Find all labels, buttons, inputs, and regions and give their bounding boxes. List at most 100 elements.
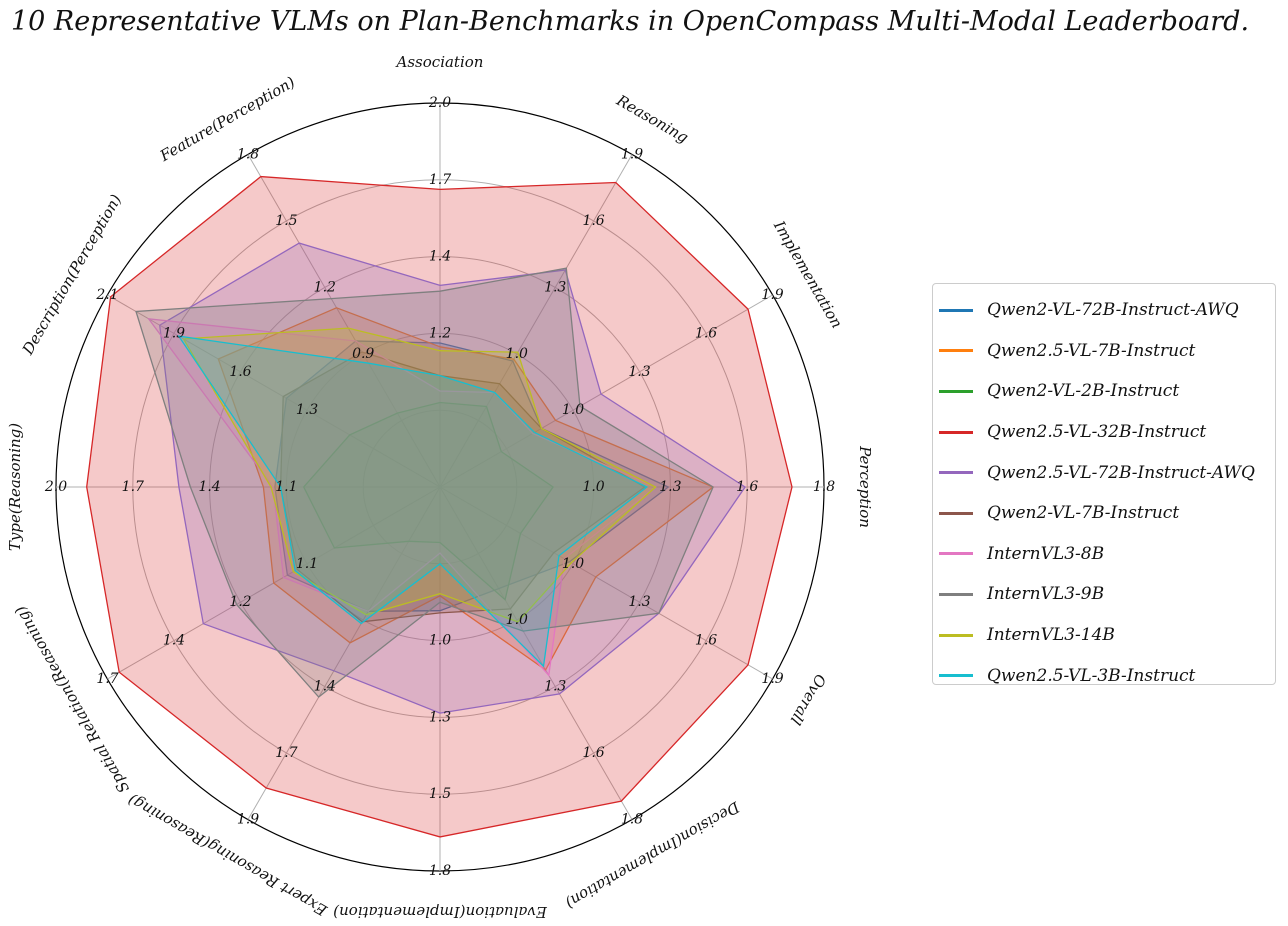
series-area-7: [147, 317, 657, 677]
tick-label-1-3: 1.7: [429, 172, 451, 188]
legend-label: Qwen2.5-VL-7B-Instruct: [987, 340, 1196, 361]
axis-label-5: Overall: [786, 671, 829, 728]
tick-label-12-2: 1.2: [314, 279, 336, 295]
tick-label-12-1: 0.9: [352, 346, 374, 362]
legend-label: Qwen2.5-VL-32B-Instruct: [987, 422, 1207, 443]
chart-title: 10 Representative VLMs on Plan-Benchmark…: [10, 6, 1250, 37]
legend-label: Qwen2-VL-72B-Instruct-AWQ: [987, 300, 1239, 321]
legend-swatch: [939, 471, 973, 475]
axis-label-3: Implementation: [770, 217, 846, 331]
legend-label: InternVL3-14B: [987, 625, 1115, 646]
tick-label-5-3: 1.6: [695, 633, 717, 649]
tick-label-3-3: 1.6: [695, 325, 717, 341]
tick-label-10-1: 1.1: [275, 479, 297, 495]
tick-label-11-4: 2.1: [95, 287, 118, 303]
series-area-9: [182, 327, 657, 623]
tick-label-5-1: 1.0: [562, 556, 584, 572]
tick-label-8-3: 1.9: [237, 812, 259, 828]
legend-item-7: InternVL3-8B: [933, 534, 1275, 575]
tick-label-2-1: 1.0: [506, 346, 528, 362]
tick-label-11-2: 1.6: [229, 364, 251, 380]
axis-label-6: Decision(Implementation): [562, 797, 743, 912]
axis-label-12: Feature(Perception): [156, 73, 298, 166]
series-area-4: [86, 175, 793, 838]
tick-label-10-3: 1.7: [122, 479, 144, 495]
legend-swatch: [939, 633, 973, 637]
tick-label-4-1: 1.0: [582, 479, 604, 495]
legend-item-9: InternVL3-14B: [933, 615, 1275, 656]
tick-label-3-1: 1.0: [562, 402, 584, 418]
tick-label-10-4: 2.0: [44, 479, 67, 495]
legend-item-3: Qwen2-VL-2B-Instruct: [933, 371, 1275, 412]
tick-label-12-4: 1.8: [237, 146, 259, 162]
legend-item-5: Qwen2.5-VL-72B-Instruct-AWQ: [933, 452, 1275, 493]
series-area-5: [159, 242, 747, 714]
spoke-6: [439, 486, 633, 820]
tick-label-3-2: 1.3: [628, 364, 650, 380]
tick-label-9-1: 1.1: [296, 556, 318, 572]
tick-label-7-3: 1.5: [429, 786, 451, 802]
spoke-8: [247, 486, 441, 820]
tick-label-9-4: 1.7: [96, 671, 118, 687]
legend-swatch: [939, 592, 973, 596]
radar-chart: Association 1.2 1.4 1.7 2.0 Reasoning 1.0 1.3 1.…: [6, 53, 874, 921]
tick-label-6-4: 1.8: [621, 812, 643, 828]
legend-label: InternVL3-9B: [987, 584, 1105, 605]
axis-label-8: Expert Reasoning(Reasoning): [125, 791, 331, 921]
tick-label-2-2: 1.3: [544, 279, 566, 295]
axis-label-7: Evaluation(Implementation): [333, 903, 548, 921]
radar-grid: [55, 102, 825, 872]
legend-item-10: Qwen2.5-VL-3B-Instruct: [933, 655, 1275, 696]
legend-swatch: [939, 511, 973, 515]
tick-label-6-3: 1.6: [582, 745, 604, 761]
tick-label-9-2: 1.2: [229, 594, 251, 610]
series-area-8: [135, 267, 714, 698]
legend-swatch: [939, 430, 973, 434]
tick-label-1-2: 1.4: [429, 249, 451, 265]
tick-label-6-2: 1.3: [544, 679, 566, 695]
legend-swatch: [939, 552, 973, 556]
tick-label-3-4: 1.9: [761, 287, 783, 303]
axis-label-10: Type(Reasoning): [6, 423, 24, 551]
tick-label-4-3: 1.6: [736, 479, 758, 495]
tick-label-1-1: 1.2: [429, 325, 451, 341]
legend-label: Qwen2-VL-2B-Instruct: [987, 381, 1180, 402]
legend-swatch: [939, 674, 973, 678]
tick-label-2-4: 1.9: [621, 146, 643, 162]
legend-item-4: Qwen2.5-VL-32B-Instruct: [933, 412, 1275, 453]
tick-label-5-4: 1.9: [761, 671, 783, 687]
legend-item-2: Qwen2.5-VL-7B-Instruct: [933, 331, 1275, 372]
legend: Qwen2-VL-72B-Instruct-AWQ Qwen2.5-VL-7B-I…: [932, 283, 1276, 686]
tick-label-8-2: 1.7: [275, 745, 297, 761]
tick-label-7-4: 1.8: [429, 863, 451, 879]
tick-label-5-2: 1.3: [628, 594, 650, 610]
tick-label-12-3: 1.5: [275, 213, 297, 229]
tick-label-6-1: 1.0: [506, 612, 528, 628]
axis-label-4: Perception: [856, 445, 874, 528]
spoke-12: [247, 154, 441, 488]
legend-item-8: InternVL3-9B: [933, 574, 1275, 615]
tick-label-1-4: 2.0: [428, 95, 451, 111]
legend-swatch: [939, 349, 973, 353]
legend-label: Qwen2.5-VL-3B-Instruct: [987, 665, 1196, 686]
axis-label-1: Association: [395, 53, 484, 71]
series-area-3: [302, 401, 555, 601]
tick-label-11-1: 1.3: [296, 402, 318, 418]
spoke-11: [107, 294, 441, 488]
legend-swatch: [939, 308, 973, 312]
legend-label: Qwen2.5-VL-72B-Instruct-AWQ: [987, 462, 1255, 483]
tick-label-8-1: 1.4: [314, 679, 336, 695]
radar-series: [86, 175, 793, 838]
spoke-2: [439, 154, 633, 488]
tick-label-7-2: 1.3: [429, 709, 451, 725]
spoke-5: [439, 486, 773, 680]
tick-label-4-4: 1.8: [813, 479, 835, 495]
spoke-3: [439, 294, 773, 488]
tick-label-11-3: 1.9: [163, 325, 185, 341]
series-area-2: [217, 307, 715, 671]
tick-label-2-3: 1.6: [582, 213, 604, 229]
series-area-10: [177, 335, 649, 668]
legend-label: Qwen2-VL-7B-Instruct: [987, 503, 1180, 524]
tick-label-10-2: 1.4: [198, 479, 220, 495]
legend-swatch: [939, 389, 973, 393]
